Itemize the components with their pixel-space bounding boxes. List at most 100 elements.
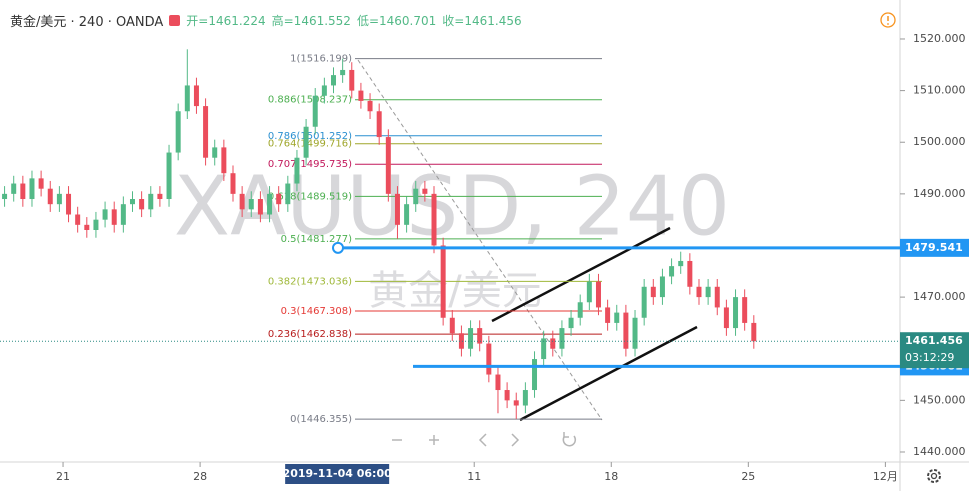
fib-level-label: 0.382(1473.036) <box>268 276 352 287</box>
candle-body <box>20 183 26 200</box>
candle-body <box>486 343 492 375</box>
fib-level-label: 1(1516.199) <box>290 54 352 65</box>
candle-body <box>212 147 218 158</box>
candle-body <box>650 286 656 298</box>
price-line-box <box>900 238 969 257</box>
candle-body <box>120 204 126 225</box>
ohlc-value: 低=1460.701 <box>356 14 437 28</box>
candle-body <box>522 390 528 406</box>
candle-body <box>577 302 583 318</box>
y-tick-label: 1490.000 <box>913 187 966 200</box>
symbol-title: 黄金/美元 · 240 · OANDA <box>10 15 164 30</box>
candle-body <box>56 193 62 205</box>
ohlc-value: 开=1461.224 <box>186 14 266 28</box>
candle-body <box>669 266 675 277</box>
candle-body <box>276 193 282 205</box>
last-price-box <box>900 332 969 369</box>
candle-body <box>312 95 318 127</box>
alert-icon[interactable] <box>880 12 896 28</box>
y-tick-label: 1450.000 <box>913 393 966 406</box>
candle-body <box>230 173 236 194</box>
x-tick-label: 28 <box>193 470 207 483</box>
candle-body <box>385 137 391 194</box>
y-tick-label: 1500.000 <box>913 135 966 148</box>
candle-body <box>47 188 53 205</box>
zoom-controls[interactable] <box>392 432 577 447</box>
candle-body <box>84 224 90 230</box>
candle-body <box>394 193 400 225</box>
candle-body <box>294 157 300 184</box>
candle-body <box>468 328 474 349</box>
candle-body <box>2 193 8 200</box>
candle-body <box>623 312 629 349</box>
candle-body <box>550 338 556 349</box>
candle-body <box>166 152 172 200</box>
ohlc-value: 收=1461.456 <box>442 14 522 28</box>
candle-body <box>559 328 565 349</box>
candle-body <box>193 85 199 107</box>
watermark-sub: 黄金/美元 <box>368 268 541 314</box>
y-tick-label: 1510.000 <box>913 84 966 97</box>
candle-body <box>687 260 693 287</box>
fib-level-label: 0(1446.355) <box>290 414 352 425</box>
candle-body <box>632 317 638 349</box>
candle-body <box>38 178 44 189</box>
candle-body <box>723 307 729 329</box>
x-tick-label: 12月 <box>873 470 898 483</box>
candle-body <box>267 193 273 215</box>
candle-body <box>203 106 209 158</box>
candle-body <box>102 209 108 220</box>
x-tick-label: 25 <box>741 470 755 483</box>
candle-body <box>440 245 446 318</box>
fib-level-label: 0.236(1462.838) <box>268 329 352 340</box>
fib-trend-line <box>357 59 603 421</box>
line-handle <box>332 241 344 254</box>
x-tick-label: 21 <box>56 470 70 483</box>
x-tick-label: 18 <box>604 470 618 483</box>
candle-body <box>449 317 455 334</box>
candle-body <box>532 359 538 391</box>
candle-body <box>605 307 611 323</box>
candle-body <box>340 69 346 76</box>
countdown-label: 03:12:29 <box>905 351 954 364</box>
candle-body <box>321 85 327 96</box>
x-tick-label: 11 <box>467 470 481 483</box>
candle-body <box>239 193 245 210</box>
fib-level-label: 0.764(1499.716) <box>268 139 352 150</box>
candle-body <box>93 219 99 230</box>
flag-icon <box>169 15 181 26</box>
candle-body <box>349 69 355 91</box>
candle-body <box>11 183 17 194</box>
legend: 黄金/美元 · 240 · OANDA 开=1461.224 高=1461.55… <box>10 11 522 30</box>
candle-body <box>221 147 227 174</box>
candle-body <box>376 111 382 138</box>
candle-body <box>504 390 510 401</box>
candle-body <box>157 193 163 200</box>
price-line-label: 1479.541 <box>905 241 963 254</box>
fib-level-label: 0.3(1467.308) <box>281 306 353 317</box>
fib-level-label: 0.886(1508.237) <box>268 95 352 106</box>
candle-body <box>751 322 757 342</box>
ohlc-value: 高=1461.552 <box>271 14 351 28</box>
candle-body <box>714 286 720 308</box>
candle-body <box>413 188 419 205</box>
candle-body <box>358 90 364 101</box>
last-price-label: 1461.456 <box>905 334 963 347</box>
candle-body <box>422 188 428 194</box>
y-tick-label: 1520.000 <box>913 32 966 45</box>
settings-icon[interactable] <box>927 469 941 483</box>
candle-body <box>285 183 291 205</box>
y-tick-label: 1470.000 <box>913 290 966 303</box>
candle-body <box>733 297 739 329</box>
crosshair-time-label: 2019-11-04 06:00 <box>283 467 393 480</box>
candle-body <box>175 111 181 153</box>
candle-body <box>148 193 154 210</box>
candle-body <box>29 178 35 200</box>
candle-body <box>431 193 437 246</box>
y-tick-label: 1440.000 <box>913 445 966 458</box>
candle-body <box>586 281 592 303</box>
channel-line <box>491 226 671 323</box>
candle-body <box>477 328 483 344</box>
